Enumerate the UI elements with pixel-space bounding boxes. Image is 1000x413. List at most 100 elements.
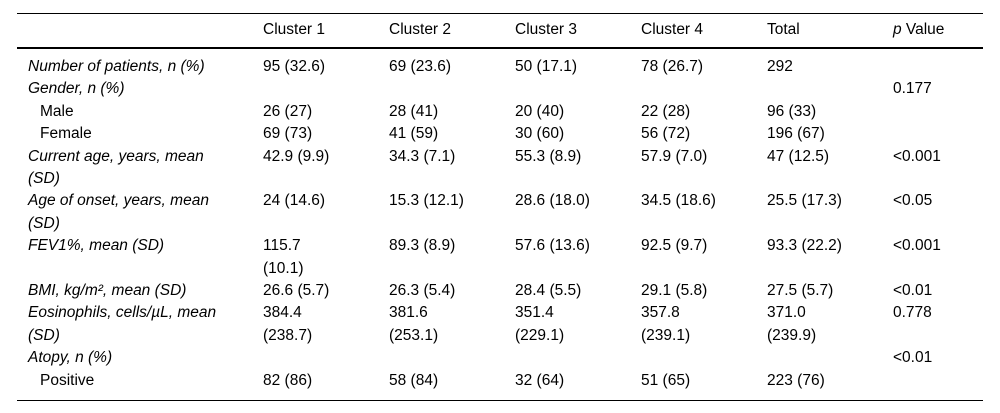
cell: 55.3 (8.9) xyxy=(515,147,582,165)
cell-p-value: <0.001 xyxy=(893,237,941,255)
row-label: Female xyxy=(40,125,92,143)
cell: 27.5 (5.7) xyxy=(767,282,834,300)
cell: 28 (41) xyxy=(389,102,439,120)
cell xyxy=(381,347,507,369)
cell: 357.8 (239.1) xyxy=(641,304,691,344)
cell: 51 (65) xyxy=(641,371,691,389)
row-label: Gender, n (%) xyxy=(28,80,125,98)
cell: 34.3 (7.1) xyxy=(389,147,456,165)
row-label: Age of onset, years, mean (SD) xyxy=(28,192,209,232)
table-row-fev1: FEV1%, mean (SD) 115.7 (10.1) 89.3 (8.9)… xyxy=(17,235,983,280)
table-row-male: Male 26 (27) 28 (41) 20 (40) 22 (28) 96 … xyxy=(17,101,983,123)
cell-p-value: 0.778 xyxy=(893,304,932,322)
cell-p-value: 0.177 xyxy=(893,80,932,98)
header-row: Cluster 1 Cluster 2 Cluster 3 Cluster 4 … xyxy=(17,13,983,49)
cell: 50 (17.1) xyxy=(515,58,578,75)
row-label: Current age, years, mean (SD) xyxy=(28,147,204,188)
cell: 26.3 (5.4) xyxy=(389,282,456,300)
cell: 41 (59) xyxy=(389,125,439,143)
row-label: FEV1%, mean (SD) xyxy=(28,237,165,255)
p-italic: p xyxy=(893,21,902,38)
cell: 29.1 (5.8) xyxy=(641,282,708,300)
table-row-current-age: Current age, years, mean (SD) 42.9 (9.9)… xyxy=(17,146,983,191)
header-p-value: p Value xyxy=(885,13,983,49)
header-cluster-4: Cluster 4 xyxy=(633,13,759,49)
cell: 57.6 (13.6) xyxy=(515,237,590,255)
cell xyxy=(759,347,885,369)
header-cluster-1: Cluster 1 xyxy=(255,13,381,49)
row-label: Eosinophils, cells/µL, mean (SD) xyxy=(28,304,217,344)
patient-characteristics-table: Cluster 1 Cluster 2 Cluster 3 Cluster 4 … xyxy=(17,13,983,402)
row-label: Male xyxy=(40,102,74,120)
cell: 28.6 (18.0) xyxy=(515,192,590,210)
cell: 384.4 (238.7) xyxy=(263,304,313,344)
cell: 47 (12.5) xyxy=(767,147,830,165)
cell xyxy=(381,78,507,100)
cell: 223 (76) xyxy=(767,371,825,389)
header-cluster-3: Cluster 3 xyxy=(507,13,633,49)
row-label: Positive xyxy=(40,371,95,389)
cell: 89.3 (8.9) xyxy=(389,237,456,255)
cell-p-value xyxy=(885,48,983,78)
cell: 20 (40) xyxy=(515,102,565,120)
cell: 69 (23.6) xyxy=(389,58,452,75)
table-row-eosinophils: Eosinophils, cells/µL, mean (SD) 384.4 (… xyxy=(17,302,983,347)
cell xyxy=(507,347,633,369)
cell: 26 (27) xyxy=(263,102,313,120)
cell: 381.6 (253.1) xyxy=(389,304,439,344)
cell: 24 (14.6) xyxy=(263,192,326,210)
table-row-gender: Gender, n (%) 0.177 xyxy=(17,78,983,100)
table-row-atopy: Atopy, n (%) <0.01 xyxy=(17,347,983,369)
header-empty-cell xyxy=(17,13,255,49)
data-table: Cluster 1 Cluster 2 Cluster 3 Cluster 4 … xyxy=(17,13,983,402)
p-value-rest: Value xyxy=(901,21,945,38)
row-label: BMI, kg/m², mean (SD) xyxy=(28,282,187,300)
cell: 57.9 (7.0) xyxy=(641,147,708,165)
cell-p-value: <0.01 xyxy=(893,349,933,367)
cell: 78 (26.7) xyxy=(641,58,704,75)
cell: 93.3 (22.2) xyxy=(767,237,842,255)
cell-p-value xyxy=(885,370,983,401)
table-row-age-of-onset: Age of onset, years, mean (SD) 24 (14.6)… xyxy=(17,190,983,235)
row-label: Atopy, n (%) xyxy=(28,349,113,367)
cell xyxy=(633,347,759,369)
cell: 196 (67) xyxy=(767,125,825,143)
cell-p-value: <0.001 xyxy=(893,147,941,165)
cell-p-value xyxy=(885,101,983,123)
cell xyxy=(633,78,759,100)
header-cluster-2: Cluster 2 xyxy=(381,13,507,49)
cell: 58 (84) xyxy=(389,371,439,389)
cell: 95 (32.6) xyxy=(263,58,326,75)
cell: 82 (86) xyxy=(263,371,313,389)
cell: 15.3 (12.1) xyxy=(389,192,464,210)
cell: 69 (73) xyxy=(263,125,313,143)
cell: 32 (64) xyxy=(515,371,565,389)
cell: 42.9 (9.9) xyxy=(263,147,330,165)
row-label: Number of patients, n (%) xyxy=(28,58,205,75)
cell: 28.4 (5.5) xyxy=(515,282,582,300)
cell: 351.4 (229.1) xyxy=(515,304,565,344)
cell-p-value: <0.05 xyxy=(893,192,933,210)
cell: 292 xyxy=(767,58,793,75)
cell: 30 (60) xyxy=(515,125,565,143)
cell: 115.7 (10.1) xyxy=(263,237,304,277)
cell: 371.0 (239.9) xyxy=(767,304,817,344)
cell: 56 (72) xyxy=(641,125,691,143)
cell: 26.6 (5.7) xyxy=(263,282,330,300)
cell xyxy=(255,347,381,369)
cell: 96 (33) xyxy=(767,102,817,120)
cell xyxy=(255,78,381,100)
cell: 22 (28) xyxy=(641,102,691,120)
table-row-positive: Positive 82 (86) 58 (84) 32 (64) 51 (65)… xyxy=(17,370,983,401)
cell: 92.5 (9.7) xyxy=(641,237,708,255)
cell-p-value xyxy=(885,123,983,145)
cell-p-value: <0.01 xyxy=(893,282,933,300)
table-row-female: Female 69 (73) 41 (59) 30 (60) 56 (72) 1… xyxy=(17,123,983,145)
cell: 34.5 (18.6) xyxy=(641,192,716,210)
table-row-number-of-patients: Number of patients, n (%) 95 (32.6) 69 (… xyxy=(17,48,983,78)
cell xyxy=(759,78,885,100)
header-total: Total xyxy=(759,13,885,49)
cell xyxy=(507,78,633,100)
table-row-bmi: BMI, kg/m², mean (SD) 26.6 (5.7) 26.3 (5… xyxy=(17,280,983,302)
